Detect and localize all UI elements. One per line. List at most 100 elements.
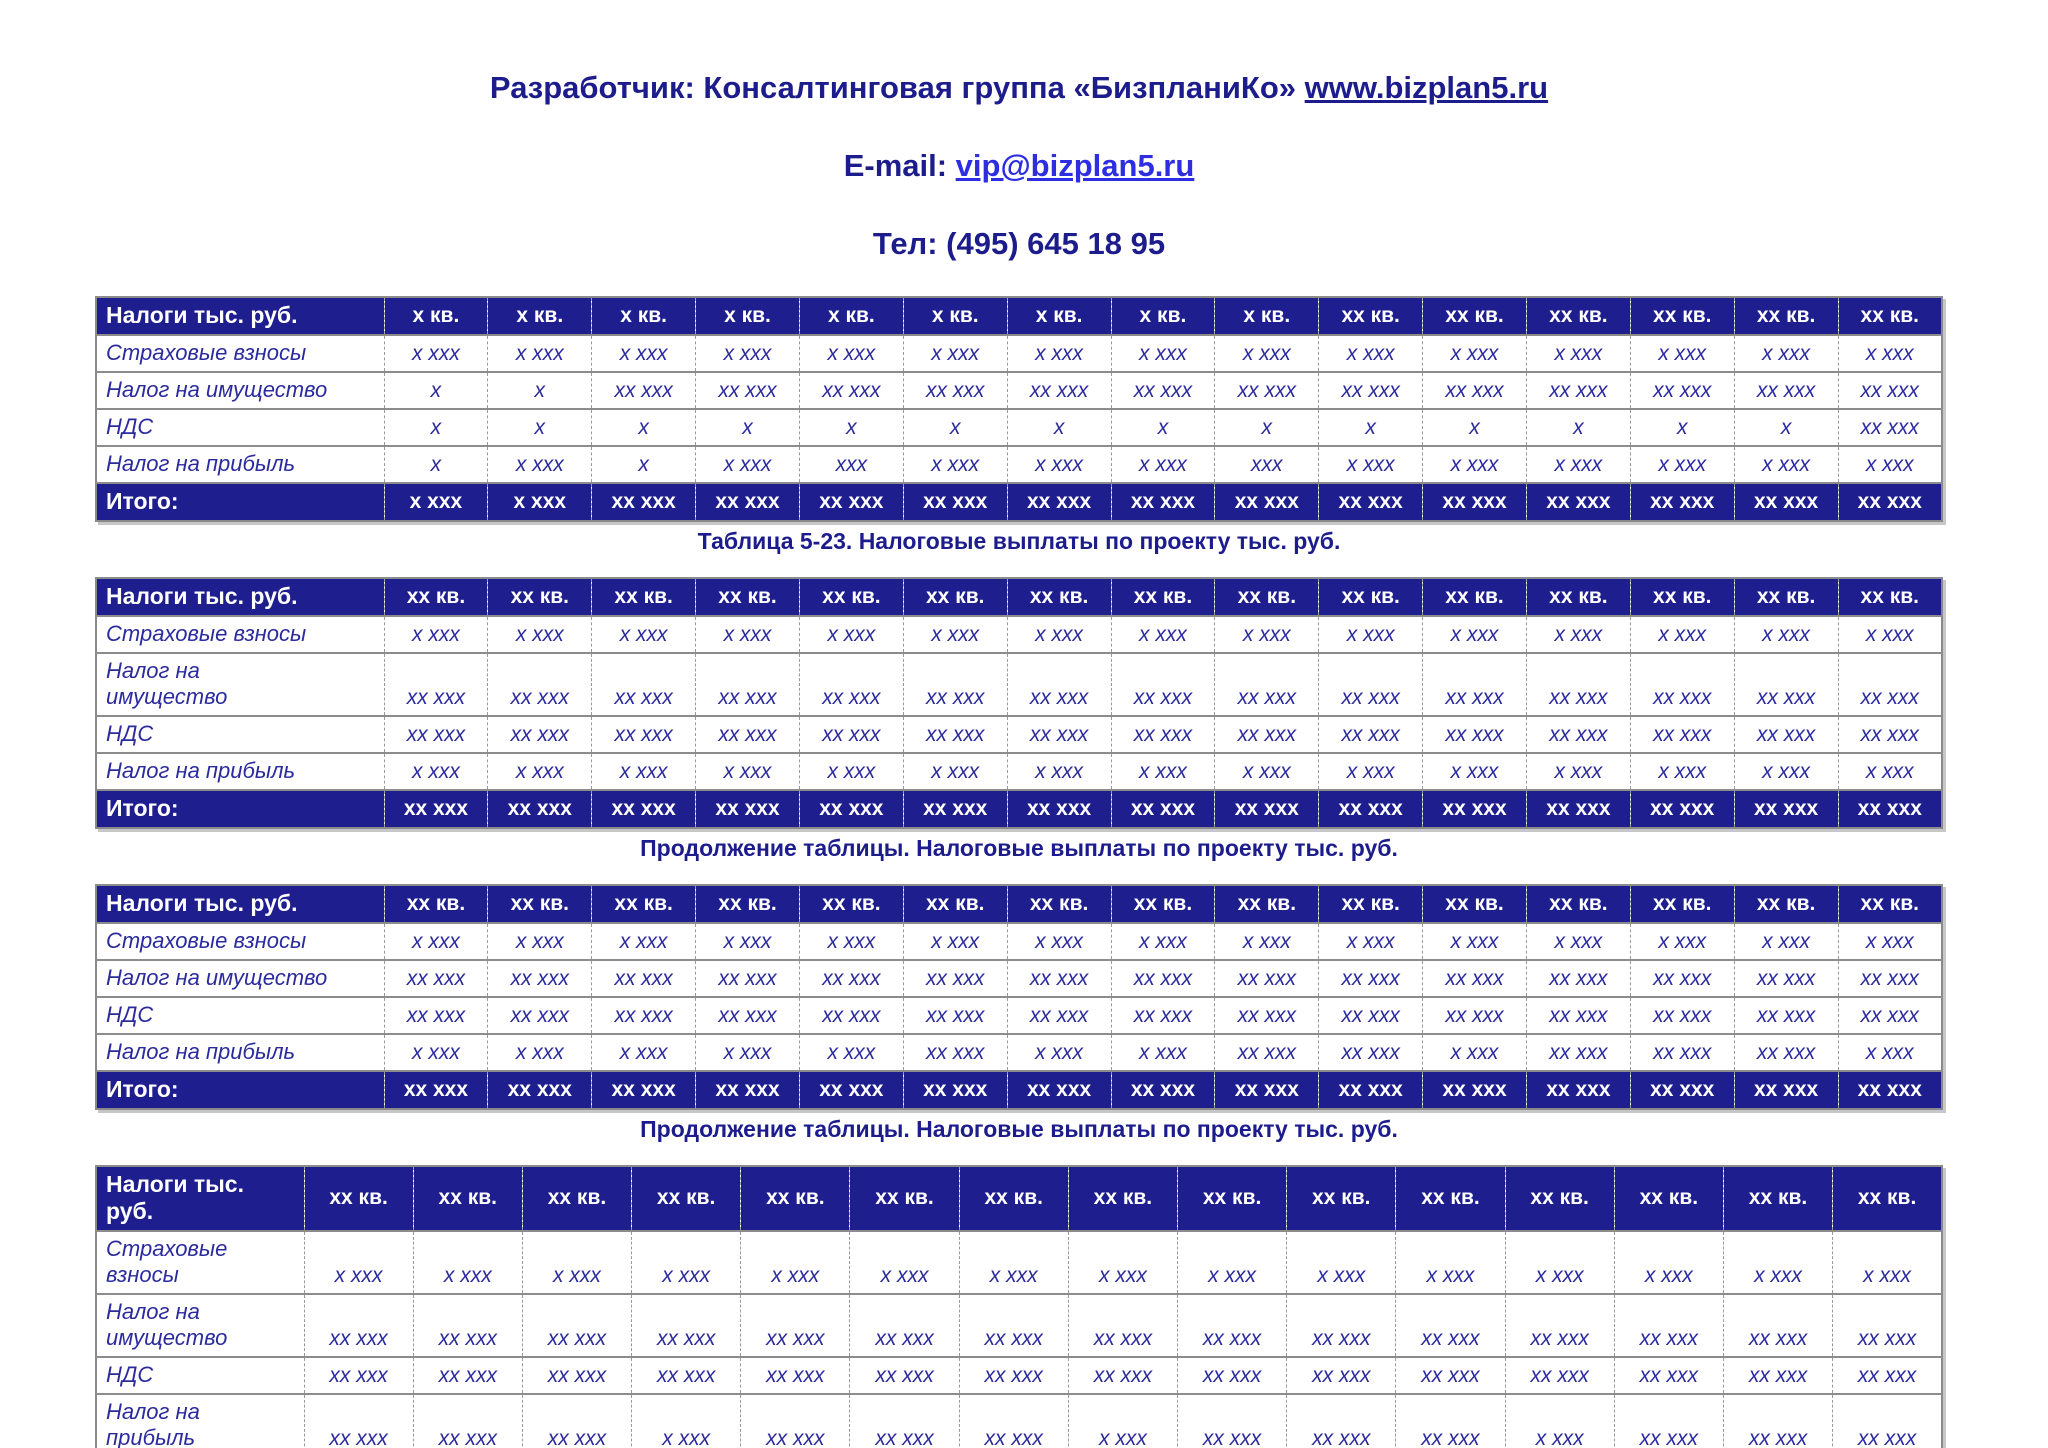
- total-value-cell: хх ххх: [798, 1071, 904, 1109]
- value-cell: хх ххх: [902, 653, 1008, 716]
- quarter-column-header: хх кв.: [1525, 885, 1631, 923]
- total-value-cell: хх ххх: [1006, 790, 1112, 828]
- total-value-cell: хх ххх: [1110, 483, 1215, 521]
- value-cell: х ххх: [1525, 923, 1631, 960]
- value-cell: хх ххх: [1110, 653, 1215, 716]
- value-cell: х ххх: [1525, 446, 1631, 483]
- value-cell: х ххх: [695, 1034, 800, 1071]
- value-cell: х ххх: [1214, 753, 1319, 790]
- total-value-cell: хх ххх: [1837, 790, 1942, 828]
- quarter-column-header: хх кв.: [1214, 578, 1319, 616]
- quarter-column-header: хх кв.: [631, 1166, 741, 1231]
- value-cell: хх ххх: [1629, 1034, 1735, 1071]
- table-row: Страховые взносы х ххх х ххх х ххх х ххх х хх…: [96, 335, 1942, 372]
- value-cell: х ххх: [383, 923, 488, 960]
- value-cell: хх ххх: [487, 653, 592, 716]
- value-cell: х ххх: [1629, 753, 1735, 790]
- total-value-cell: хх ххх: [1006, 483, 1112, 521]
- quarter-column-header: хх кв.: [1722, 1166, 1833, 1231]
- email-link[interactable]: vip@bizplan5.ru: [955, 148, 1195, 183]
- table-corner-label: Налоги тыс. руб.: [106, 583, 298, 609]
- value-cell: хх ххх: [631, 1294, 741, 1357]
- total-value-cell: хх ххх: [902, 483, 1008, 521]
- document-header: Разработчик: Консалтинговая группа «Бизп…: [95, 70, 1943, 262]
- value-cell: х ххх: [695, 616, 800, 653]
- quarter-column-header: х кв.: [1006, 297, 1112, 335]
- row-label: Налог на имущество: [106, 377, 328, 402]
- value-cell: хх ххх: [1504, 1357, 1615, 1394]
- value-cell: х ххх: [958, 1231, 1069, 1294]
- total-label: Итого:: [106, 1076, 179, 1102]
- value-cell: х ххх: [1733, 616, 1839, 653]
- value-cell: хх ххх: [1422, 960, 1527, 997]
- value-cell: х: [1110, 409, 1215, 446]
- value-cell: х ххх: [1837, 923, 1942, 960]
- quarter-column-header: хх кв.: [1525, 578, 1631, 616]
- value-cell: хх ххх: [798, 716, 904, 753]
- value-cell: хх ххх: [1067, 1294, 1178, 1357]
- value-cell: х: [798, 409, 904, 446]
- table-row: Страховые взносы х ххх х ххх х ххх х ххх х хх…: [96, 1231, 1942, 1294]
- quarter-column-header: х кв.: [383, 297, 488, 335]
- total-value-cell: хх ххх: [1733, 483, 1839, 521]
- value-cell: х ххх: [902, 335, 1008, 372]
- value-cell: хх ххх: [1318, 372, 1423, 409]
- value-cell: х ххх: [1837, 616, 1942, 653]
- table-total-row: Итого: хх ххх хх ххх хх ххх хх ххх хх ххх хх х…: [96, 790, 1942, 828]
- tax-table-3: Налоги тыс. руб. хх кв. хх кв. хх кв. хх кв.…: [95, 884, 1943, 1110]
- value-cell: хх ххх: [487, 716, 592, 753]
- table-row: Налог на имущество хх ххх хх ххх хх ххх хх х…: [96, 653, 1942, 716]
- row-label: Налог на прибыль: [106, 1399, 200, 1448]
- quarter-column-header: хх кв.: [1837, 578, 1942, 616]
- quarter-column-header: хх кв.: [591, 885, 696, 923]
- value-cell: хх ххх: [1837, 653, 1942, 716]
- value-cell: х ххх: [591, 923, 696, 960]
- value-cell: хх ххх: [1006, 653, 1112, 716]
- total-value-cell: хх ххх: [1214, 790, 1319, 828]
- value-cell: х ххх: [695, 923, 800, 960]
- quarter-column-header: хх кв.: [1733, 297, 1839, 335]
- value-cell: х: [383, 409, 488, 446]
- value-cell: х ххх: [303, 1231, 414, 1294]
- developer-line: Разработчик: Консалтинговая группа «Бизп…: [95, 70, 1943, 106]
- tables-area: Налоги тыс. руб. х кв. х кв. х кв. х кв. х кв…: [95, 296, 1943, 1448]
- total-value-cell: хх ххх: [1214, 1071, 1319, 1109]
- developer-site-link[interactable]: www.bizplan5.ru: [1304, 70, 1549, 105]
- value-cell: хх ххх: [1318, 997, 1423, 1034]
- value-cell: х ххх: [591, 616, 696, 653]
- value-cell: х ххх: [695, 335, 800, 372]
- row-label: Страховые взносы: [106, 340, 307, 365]
- quarter-column-header: хх кв.: [1525, 297, 1631, 335]
- value-cell: х ххх: [740, 1231, 850, 1294]
- value-cell: х ххх: [1110, 1034, 1215, 1071]
- value-cell: х ххх: [631, 1231, 741, 1294]
- value-cell: хх ххх: [1318, 1034, 1423, 1071]
- value-cell: х ххх: [1504, 1394, 1615, 1448]
- table-block-3: Налоги тыс. руб. хх кв. хх кв. хх кв. хх кв.…: [95, 884, 1943, 1143]
- value-cell: хх ххх: [521, 1294, 632, 1357]
- value-cell: хх ххх: [1733, 372, 1839, 409]
- quarter-column-header: хх кв.: [1006, 885, 1112, 923]
- value-cell: хх ххх: [902, 372, 1008, 409]
- total-value-cell: хх ххх: [1422, 790, 1527, 828]
- quarter-column-header: хх кв.: [591, 578, 696, 616]
- total-value-cell: хх ххх: [1733, 790, 1839, 828]
- value-cell: х ххх: [1286, 1231, 1396, 1294]
- value-cell: хх ххх: [1837, 716, 1942, 753]
- value-cell: хх ххх: [740, 1394, 850, 1448]
- value-cell: х: [1629, 409, 1735, 446]
- value-cell: хх ххх: [1722, 1357, 1833, 1394]
- value-cell: хх ххх: [695, 653, 800, 716]
- total-value-cell: хх ххх: [1525, 1071, 1631, 1109]
- quarter-column-header: х кв.: [591, 297, 696, 335]
- table-row: Налог на прибыль хх ххх хх ххх хх ххх х ххх х…: [96, 1394, 1942, 1448]
- value-cell: хх ххх: [798, 653, 904, 716]
- value-cell: х ххх: [1422, 923, 1527, 960]
- quarter-column-header: хх кв.: [1837, 885, 1942, 923]
- value-cell: х ххх: [1629, 335, 1735, 372]
- table-row: НДС х х х х х х х х х х х х х х хх ххх: [96, 409, 1942, 446]
- total-value-cell: хх ххх: [1629, 790, 1735, 828]
- value-cell: хх ххх: [1176, 1357, 1287, 1394]
- quarter-column-header: хх кв.: [383, 578, 488, 616]
- value-cell: х ххх: [1837, 753, 1942, 790]
